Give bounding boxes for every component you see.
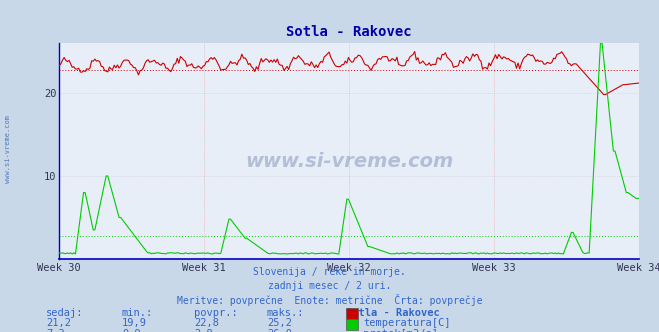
Text: zadnji mesec / 2 uri.: zadnji mesec / 2 uri. (268, 281, 391, 290)
Text: Slovenija / reke in morje.: Slovenija / reke in morje. (253, 267, 406, 277)
Text: www.si-vreme.com: www.si-vreme.com (245, 152, 453, 171)
Text: sedaj:: sedaj: (46, 308, 84, 318)
Text: 2,8: 2,8 (194, 329, 213, 332)
Text: 21,2: 21,2 (46, 318, 71, 328)
Text: www.si-vreme.com: www.si-vreme.com (5, 116, 11, 183)
Text: Meritve: povprečne  Enote: metrične  Črta: povprečje: Meritve: povprečne Enote: metrične Črta:… (177, 294, 482, 306)
Text: 22,8: 22,8 (194, 318, 219, 328)
Text: 7,3: 7,3 (46, 329, 65, 332)
Text: temperatura[C]: temperatura[C] (363, 318, 451, 328)
Text: povpr.:: povpr.: (194, 308, 238, 318)
Text: 26,0: 26,0 (267, 329, 292, 332)
Title: Sotla - Rakovec: Sotla - Rakovec (287, 25, 412, 39)
Text: min.:: min.: (122, 308, 153, 318)
Text: Sotla - Rakovec: Sotla - Rakovec (346, 308, 440, 318)
Text: pretok[m3/s]: pretok[m3/s] (363, 329, 438, 332)
Text: 19,9: 19,9 (122, 318, 147, 328)
Text: 0,9: 0,9 (122, 329, 140, 332)
Text: 25,2: 25,2 (267, 318, 292, 328)
Text: maks.:: maks.: (267, 308, 304, 318)
